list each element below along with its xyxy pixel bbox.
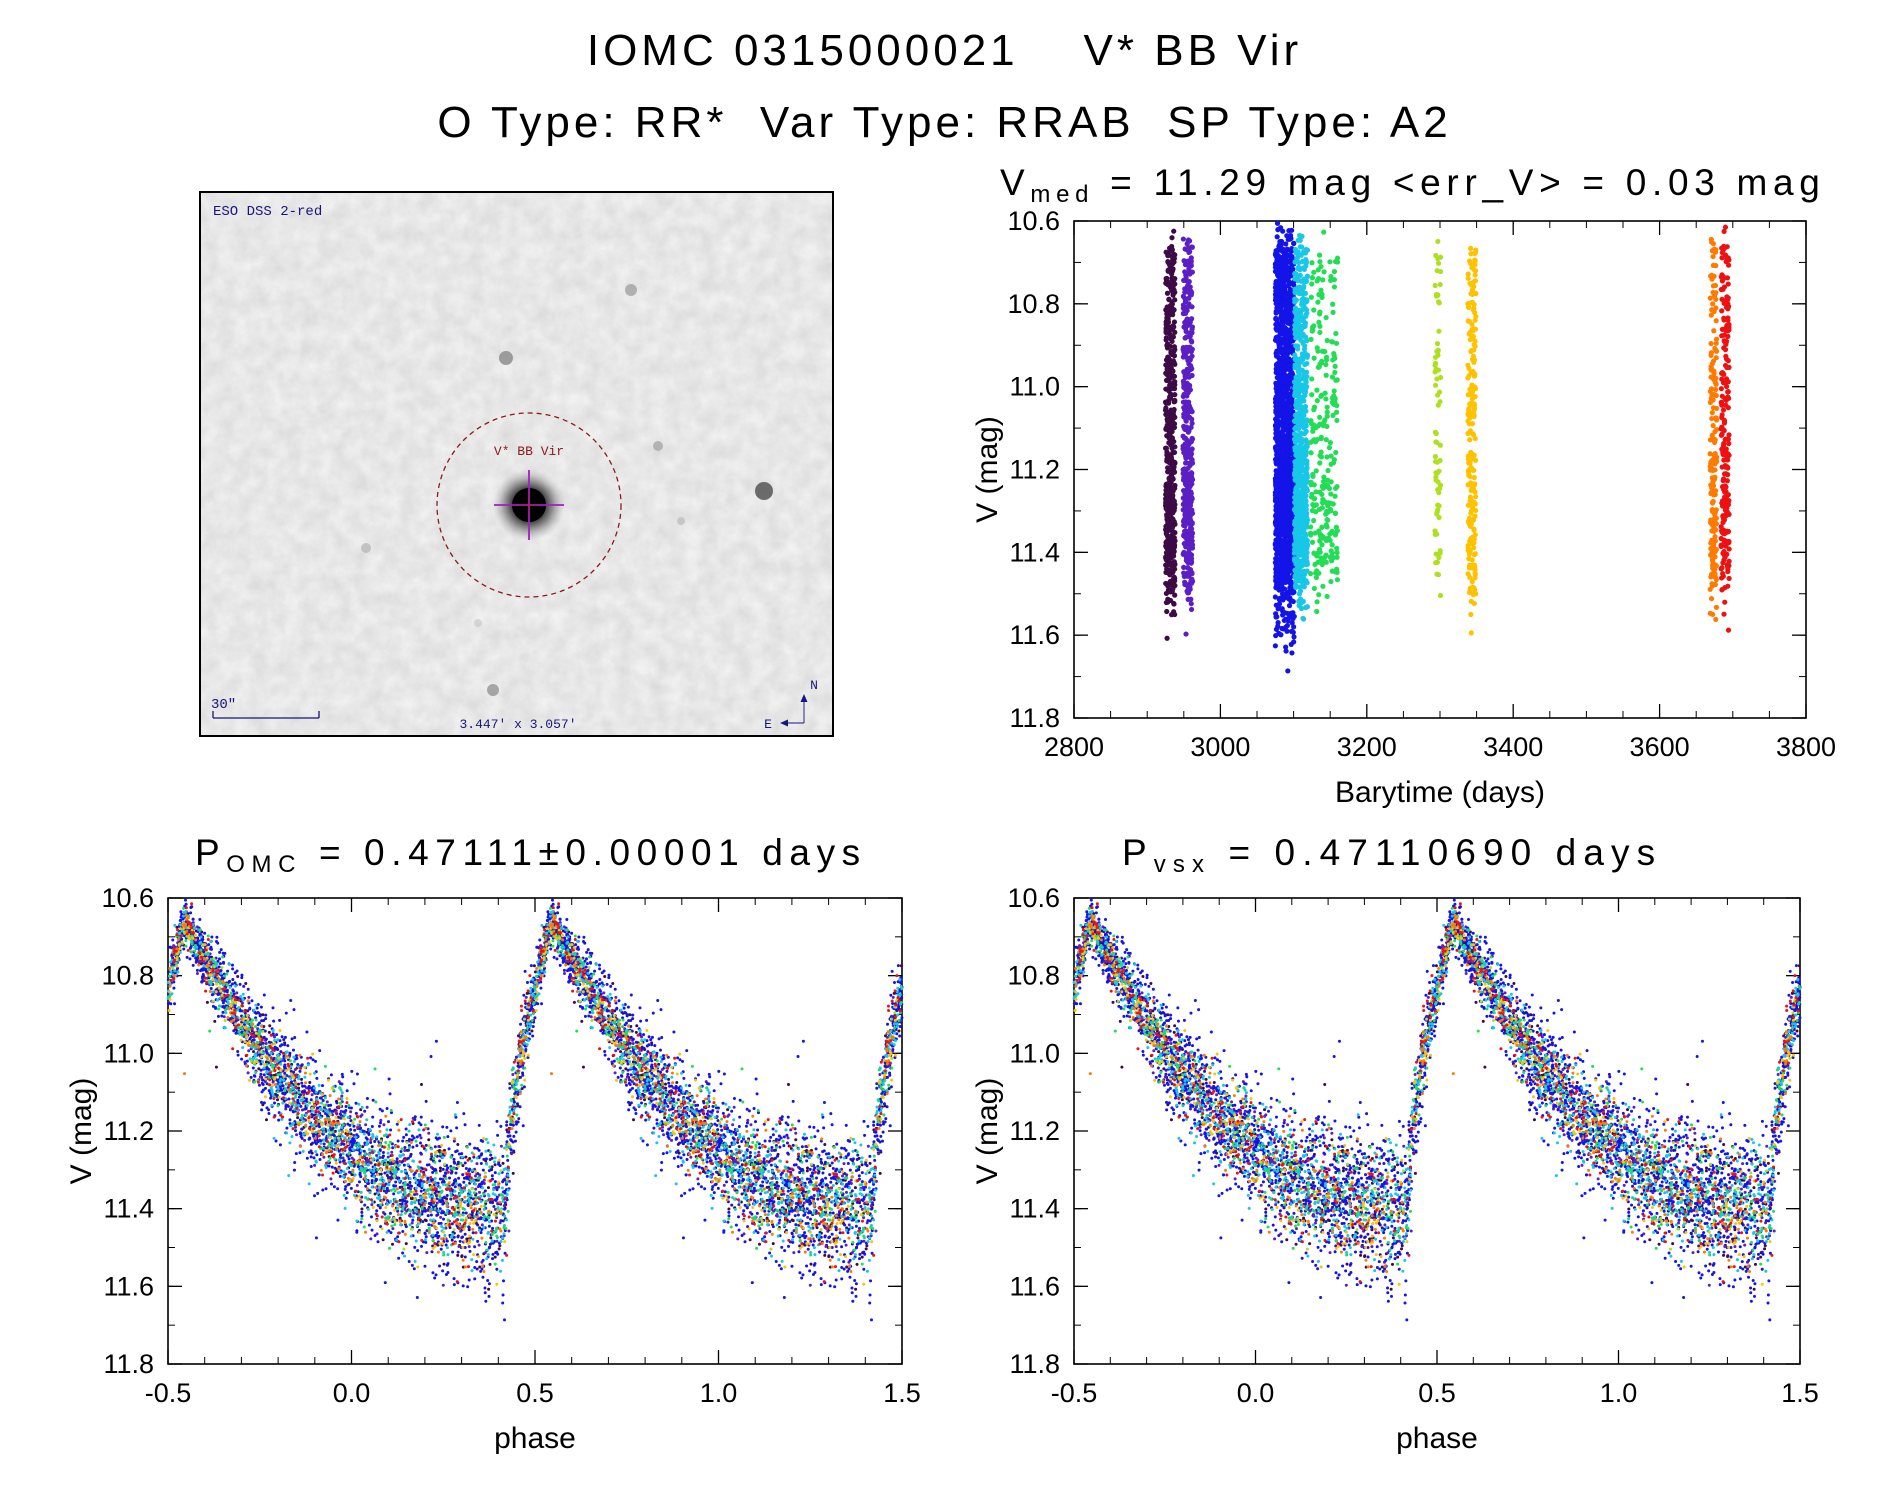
svg-text:0.5: 0.5 — [516, 1378, 554, 1408]
svg-text:11.0: 11.0 — [1009, 372, 1060, 402]
svg-text:-0.5: -0.5 — [145, 1378, 192, 1408]
svg-text:E: E — [764, 717, 772, 732]
svg-text:3400: 3400 — [1483, 732, 1543, 762]
svg-text:10.6: 10.6 — [101, 883, 154, 913]
svg-text:11.6: 11.6 — [1009, 620, 1060, 650]
svg-text:phase: phase — [494, 1422, 576, 1455]
svg-text:3800: 3800 — [1776, 732, 1836, 762]
svg-text:11.0: 11.0 — [103, 1038, 154, 1068]
svg-text:Barytime (days): Barytime (days) — [1335, 776, 1545, 809]
svg-text:11.4: 11.4 — [103, 1194, 154, 1224]
svg-text:2800: 2800 — [1044, 732, 1104, 762]
svg-text:1.0: 1.0 — [700, 1378, 738, 1408]
svg-text:N: N — [810, 678, 818, 693]
svg-text:11.8: 11.8 — [103, 1349, 154, 1379]
svg-text:V (mag): V (mag) — [971, 416, 1004, 523]
svg-text:3200: 3200 — [1337, 732, 1397, 762]
svg-text:10.6: 10.6 — [1007, 206, 1060, 236]
svg-text:V (mag): V (mag) — [65, 1078, 98, 1185]
svg-text:V* BB Vir: V* BB Vir — [494, 444, 564, 459]
svg-text:0.0: 0.0 — [333, 1378, 371, 1408]
svg-text:10.8: 10.8 — [101, 961, 154, 991]
svg-text:3.447' x 3.057': 3.447' x 3.057' — [459, 717, 576, 732]
svg-text:3600: 3600 — [1630, 732, 1690, 762]
svg-text:11.2: 11.2 — [103, 1116, 154, 1146]
svg-text:11.2: 11.2 — [1009, 455, 1060, 485]
svg-text:11.4: 11.4 — [1009, 537, 1060, 567]
svg-text:10.8: 10.8 — [1007, 289, 1060, 319]
svg-text:11.8: 11.8 — [1009, 703, 1060, 733]
svg-text:11.6: 11.6 — [103, 1271, 154, 1301]
svg-text:30": 30" — [211, 697, 236, 713]
svg-text:3000: 3000 — [1190, 732, 1250, 762]
svg-text:ESO DSS 2-red: ESO DSS 2-red — [213, 204, 322, 220]
svg-text:1.5: 1.5 — [883, 1378, 921, 1408]
